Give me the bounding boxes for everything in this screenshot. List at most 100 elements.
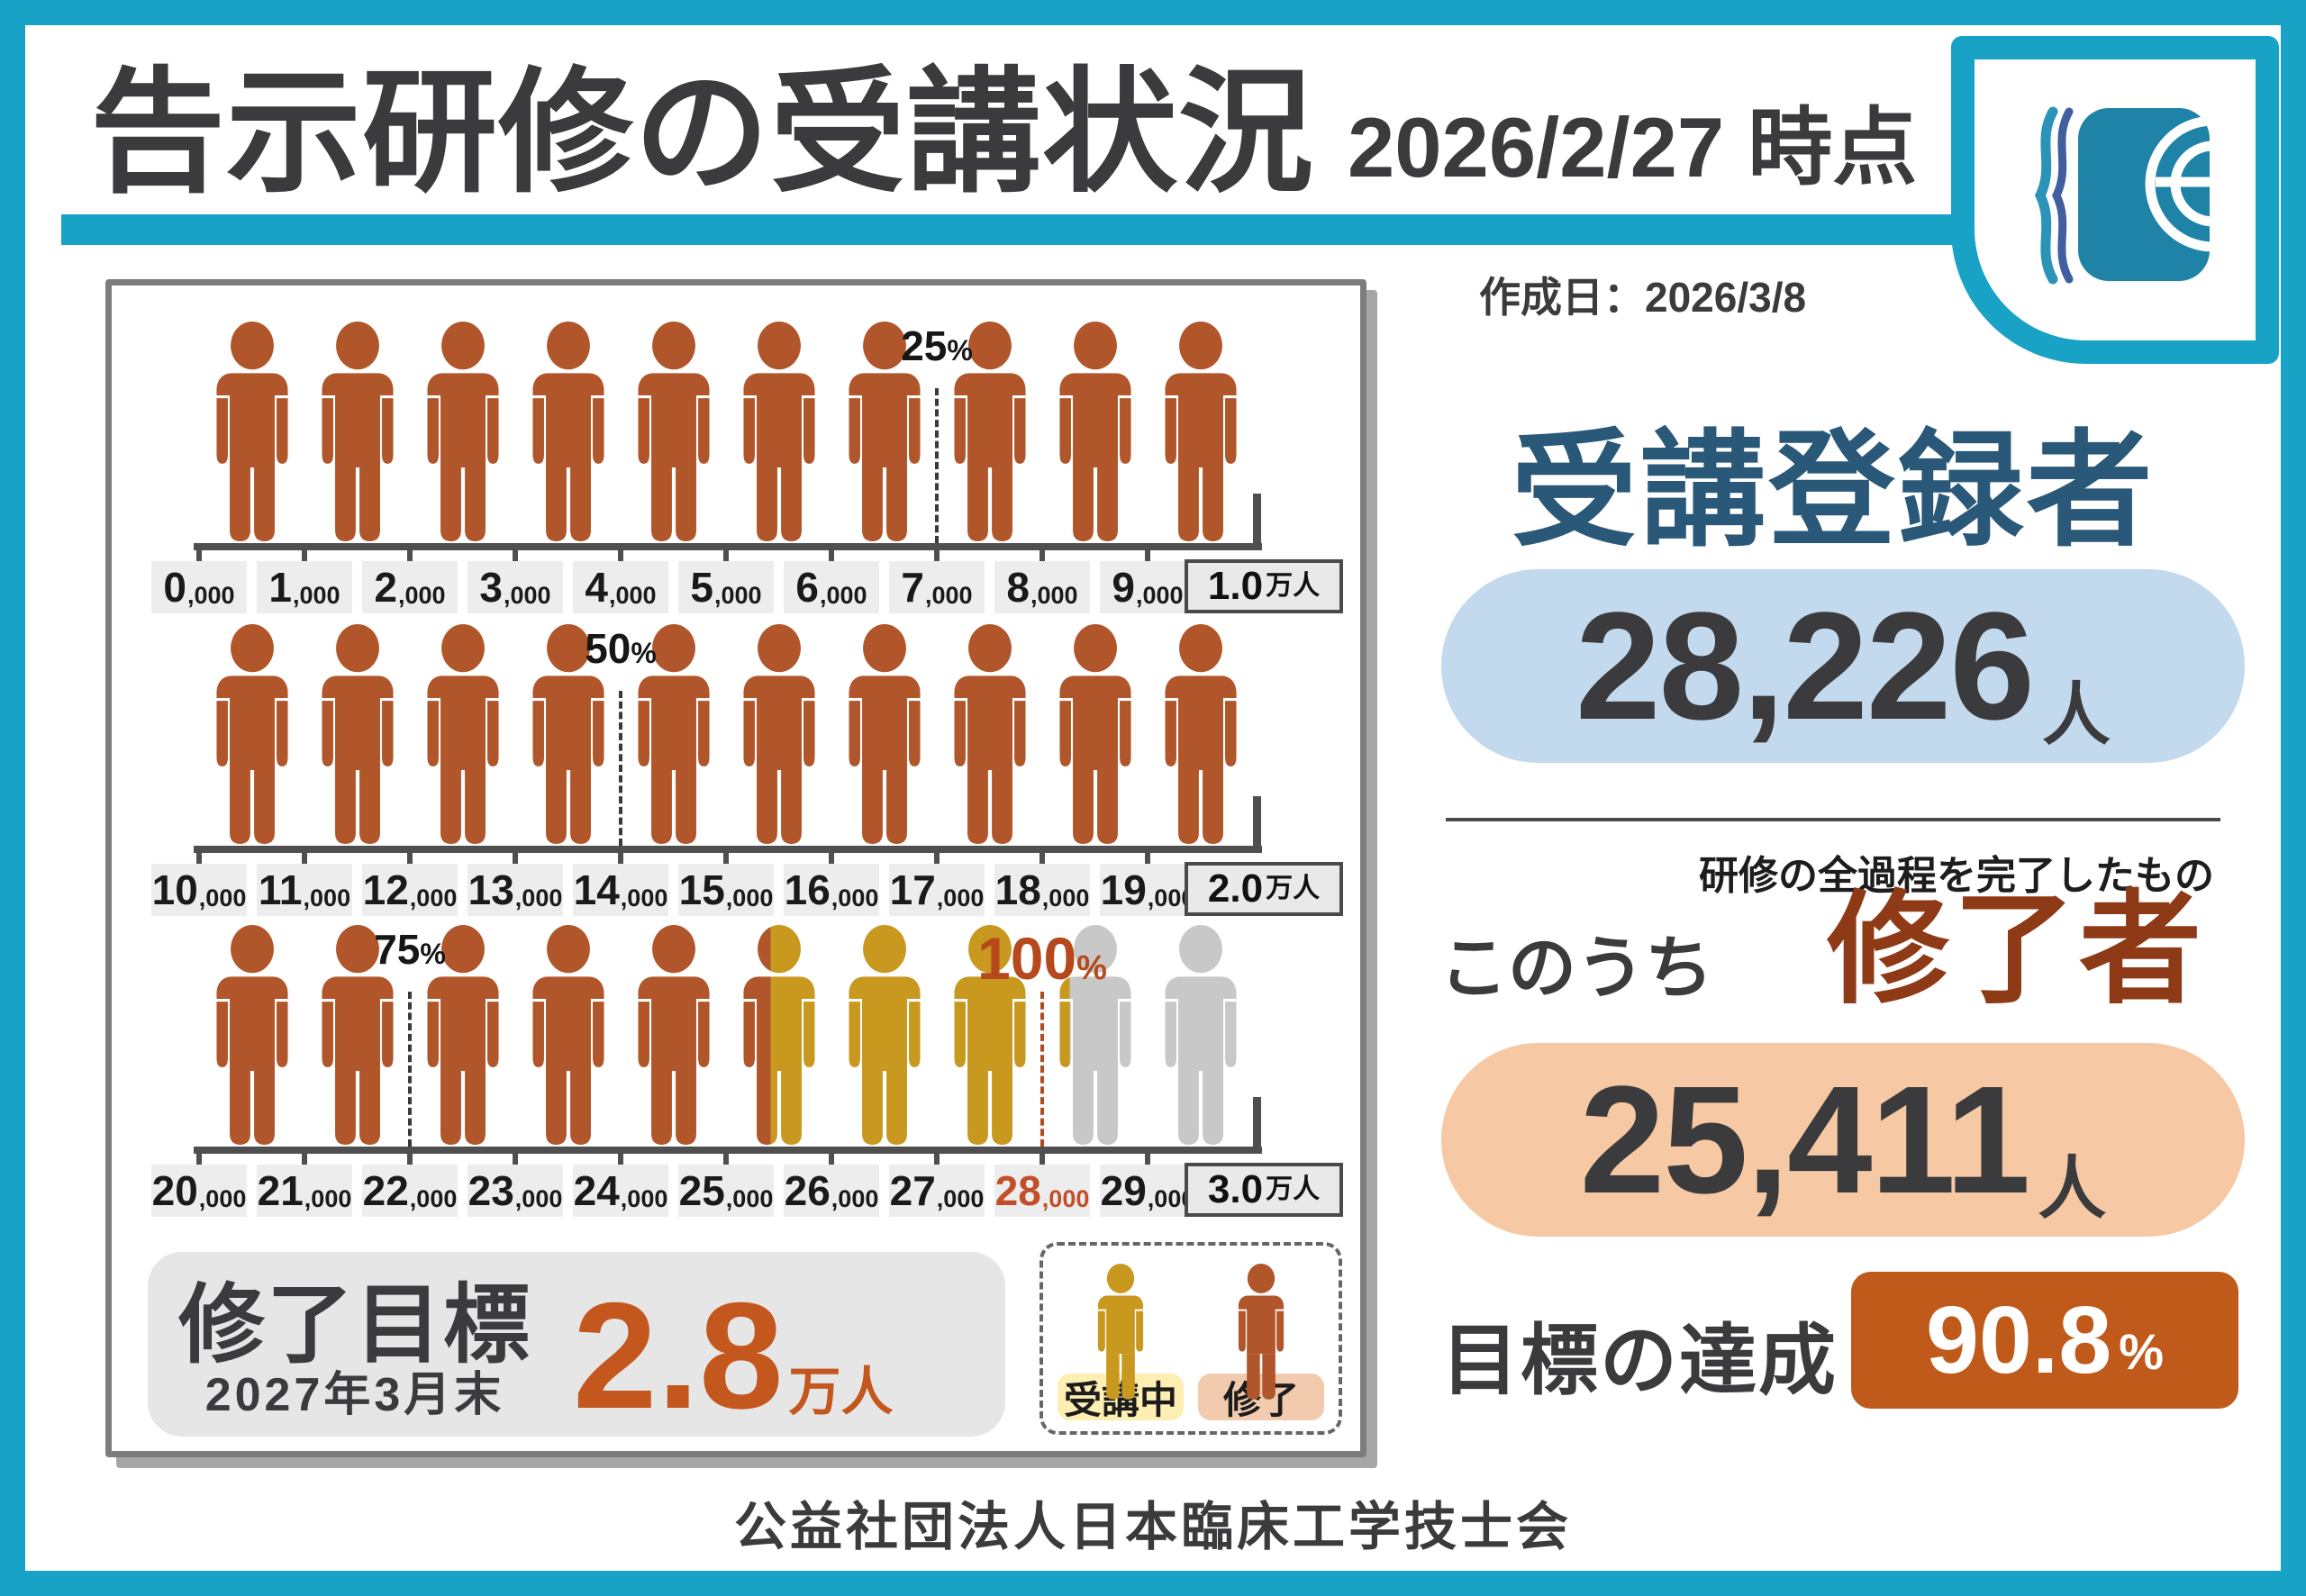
- tick-label: 16,000: [784, 864, 879, 916]
- person-icon: [638, 925, 710, 1145]
- axis-tick: [302, 846, 307, 873]
- person-icon: [216, 624, 288, 844]
- person-icon: [1059, 322, 1131, 541]
- achievement-unit: %: [2119, 1323, 2165, 1380]
- completed-prefix: このうち: [1439, 930, 1713, 1007]
- axis-tick: [407, 1147, 413, 1174]
- tick-label: 25,000: [678, 1165, 774, 1217]
- tick-label: 15,000: [678, 864, 774, 916]
- person-icon-slot: [627, 624, 721, 846]
- person-icon-slot: [1154, 322, 1248, 543]
- axis-tick: [1145, 1147, 1150, 1174]
- axis-end-riser: [1253, 1097, 1261, 1154]
- person-icon-slot: [311, 322, 404, 543]
- person-icon-slot: [522, 624, 615, 846]
- person-icon-slot: [522, 925, 615, 1147]
- progress-marker-line: [408, 992, 412, 1147]
- person-icon: [849, 925, 921, 1145]
- person-icon-slot: [311, 925, 404, 1147]
- tick-label: 1,000: [257, 561, 352, 613]
- axis-tick: [1145, 543, 1150, 570]
- as-of-date: 2026/2/27 時点: [1348, 100, 1918, 195]
- person-icon-slot: [205, 322, 299, 543]
- legend-label-in-progress: 受講中: [1058, 1374, 1184, 1421]
- axis-tick: [934, 1147, 940, 1174]
- tick-label: 21,000: [257, 1165, 352, 1217]
- person-icon-slot: [627, 925, 721, 1147]
- person-icon: [216, 322, 288, 541]
- tick-label: 8,000: [994, 561, 1090, 613]
- person-icon: [532, 925, 604, 1145]
- person-icon: [638, 322, 710, 541]
- axis-end-riser: [1253, 494, 1261, 550]
- progress-marker-label: 100%: [977, 925, 1107, 992]
- tick-label: 26,000: [784, 1165, 879, 1217]
- page-title: 告示研修の受講状況: [90, 57, 1315, 208]
- tick-label: 2,000: [362, 561, 458, 613]
- axis-tick: [829, 1147, 834, 1174]
- achievement-value: 90.8: [1925, 1287, 2112, 1393]
- tick-label: 7,000: [889, 561, 985, 613]
- person-icon-slot: [732, 624, 826, 846]
- axis-tick: [196, 1147, 202, 1174]
- tick-label: 27,000: [889, 1165, 985, 1217]
- axis-end-label: 2.0 万人: [1185, 862, 1343, 916]
- axis-tick: [513, 1147, 518, 1174]
- person-icon-slot: [416, 322, 510, 543]
- person-icon: [1165, 624, 1237, 844]
- person-icon: [849, 322, 921, 541]
- axis-tick: [618, 1147, 623, 1174]
- person-icon-slot: [732, 322, 826, 543]
- axis-end-label: 3.0 万人: [1185, 1163, 1343, 1217]
- tick-label: 20,000: [151, 1165, 247, 1217]
- person-icon-slot: [943, 925, 1037, 1147]
- section-divider: [1446, 818, 2220, 821]
- axis-end-label: 1.0 万人: [1185, 559, 1343, 613]
- completed-note: 研修の全過程を完了したもの: [1699, 854, 2214, 898]
- axis-tick: [1040, 1147, 1045, 1174]
- axis-tick: [407, 846, 413, 873]
- axis-tick: [1145, 846, 1150, 873]
- created-date: 作成日：2026/3/8: [1479, 274, 1807, 321]
- axis-tick: [829, 846, 834, 873]
- registered-unit: 人: [2041, 677, 2111, 754]
- person-icon-slot: [522, 322, 615, 543]
- goal-title: 修了目標: [178, 1277, 531, 1374]
- tick-label: 22,000: [362, 1165, 458, 1217]
- axis-tick: [723, 543, 729, 570]
- tick-label: 9,000: [1100, 561, 1195, 613]
- completed-count-pill: 25,411 人: [1441, 1043, 2245, 1237]
- goal-box-left: 修了目標 2027年3月末: [178, 1277, 531, 1419]
- axis-tick: [829, 543, 834, 570]
- person-icon-slot: [838, 925, 931, 1147]
- person-icon-slot: [416, 624, 510, 846]
- person-icon: [427, 925, 499, 1145]
- completed-unit: 人: [2038, 1151, 2107, 1228]
- achievement-label: 目標の達成: [1441, 1318, 1838, 1404]
- axis-tick: [723, 846, 729, 873]
- tick-label: 12,000: [362, 864, 458, 916]
- tick-label: 23,000: [468, 1165, 563, 1217]
- person-icon-slot: [1154, 925, 1248, 1147]
- progress-marker-line: [935, 388, 939, 543]
- axis-tick: [1040, 846, 1045, 873]
- footer-org: 公益社団法人日本臨床工学技士会: [733, 1498, 1572, 1556]
- axis-tick: [618, 846, 623, 873]
- tick-label: 19,000: [1100, 864, 1195, 916]
- person-icon: [638, 624, 710, 844]
- axis-end-riser: [1253, 796, 1261, 853]
- progress-marker-label: 75%: [374, 926, 446, 973]
- person-icon-slot: [838, 322, 931, 543]
- person-icon: [427, 624, 499, 844]
- legend: 受講中 修了: [1040, 1242, 1342, 1435]
- axis-tick: [513, 543, 518, 570]
- completed-count: 25,411: [1579, 1054, 2031, 1226]
- registered-count: 28,226: [1575, 580, 2035, 752]
- legend-person-in-progress: [1091, 1264, 1150, 1401]
- tick-label: 13,000: [468, 864, 563, 916]
- tick-label: 29,000: [1100, 1165, 1195, 1217]
- goal-box-right: 2.8 万人: [573, 1280, 894, 1431]
- person-icon-slot: [1049, 322, 1142, 543]
- person-icon: [743, 624, 815, 844]
- axis-tick: [618, 543, 623, 570]
